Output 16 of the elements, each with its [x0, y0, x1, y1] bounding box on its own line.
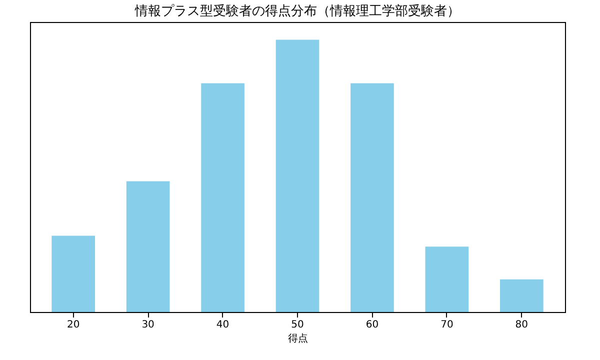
bar [350, 83, 394, 312]
x-tick-label: 60 [366, 320, 379, 330]
bar [276, 40, 320, 312]
x-tick-label: 80 [515, 320, 528, 330]
bar [126, 181, 170, 312]
bar [500, 279, 544, 312]
bar [425, 246, 469, 312]
chart-title: 情報プラス型受験者の得点分布（情報理工学部受験者） [134, 4, 460, 19]
x-tick-label: 50 [291, 320, 304, 330]
bar [52, 236, 96, 312]
x-tick-label: 40 [216, 320, 230, 330]
x-axis-title: 得点 [288, 332, 308, 344]
x-tick-label: 20 [66, 320, 80, 330]
bar [201, 83, 244, 312]
x-tick-label: 70 [440, 320, 454, 330]
x-tick-label: 30 [142, 320, 154, 330]
